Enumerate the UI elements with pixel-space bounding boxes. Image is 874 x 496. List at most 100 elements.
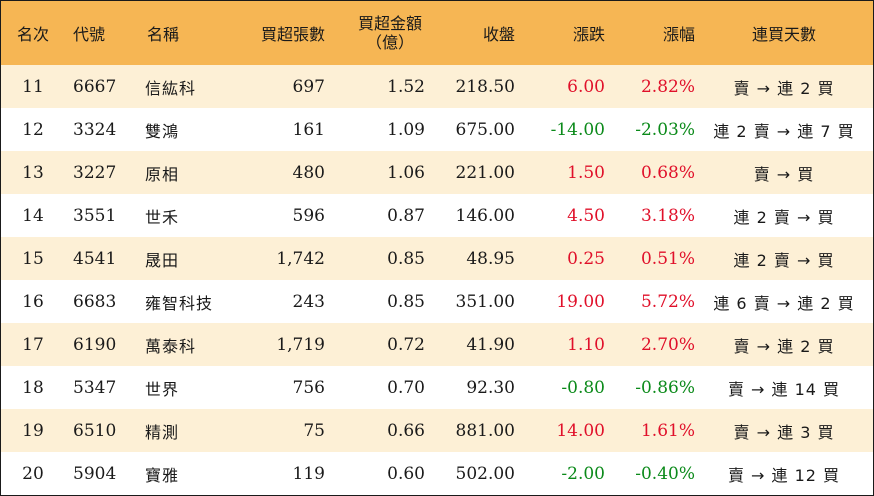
volume-cell: 480 [292, 162, 325, 183]
header-close: 收盤 [482, 25, 515, 44]
code-cell: 6667 [73, 76, 117, 97]
name-cell: 雙鴻 [145, 121, 180, 141]
amount-cell: 0.72 [387, 334, 425, 355]
pct-cell: 2.70% [640, 334, 695, 355]
rank-cell: 14 [22, 205, 44, 226]
close-cell: 92.30 [466, 377, 515, 398]
rank-cell: 18 [22, 377, 44, 398]
rank-cell: 11 [22, 76, 44, 97]
days-cell: 連 6 賣 → 連 2 買 [713, 293, 855, 313]
amount-cell: 0.70 [387, 377, 425, 398]
volume-cell: 596 [292, 205, 325, 226]
rank-cell: 12 [22, 119, 44, 140]
name-cell: 寶雅 [145, 465, 180, 485]
table-row: 17 6190 萬泰科 1,719 0.72 41.90 1.10 2.70% 賣 → 連 2 … [1, 323, 873, 366]
change-cell: 6.00 [567, 76, 605, 97]
volume-cell: 756 [292, 377, 325, 398]
change-cell: 1.10 [567, 334, 605, 355]
change-cell: 19.00 [556, 291, 605, 312]
header-pct: 漲幅 [662, 25, 695, 44]
volume-cell: 697 [292, 76, 325, 97]
rank-cell: 17 [22, 334, 44, 355]
name-cell: 萬泰科 [145, 336, 197, 356]
amount-cell: 1.06 [387, 162, 425, 183]
amount-cell: 0.87 [387, 205, 425, 226]
volume-cell: 1,742 [276, 248, 325, 269]
header-amount-line1: 買超金額 [357, 14, 422, 33]
amount-cell: 0.66 [387, 420, 425, 441]
name-cell: 雍智科技 [145, 293, 214, 313]
days-cell: 連 2 賣 → 買 [733, 207, 835, 227]
change-cell: -0.80 [561, 377, 605, 398]
days-cell: 賣 → 買 [753, 164, 815, 184]
volume-cell: 161 [292, 119, 325, 140]
name-cell: 世禾 [145, 207, 180, 227]
header-name: 名稱 [147, 25, 180, 44]
name-cell: 精測 [145, 422, 180, 442]
table-row: 20 5904 寶雅 119 0.60 502.00 -2.00 -0.40% 賣 → 連 12… [1, 452, 873, 495]
table-row: 13 3227 原相 480 1.06 221.00 1.50 0.68% 賣 → 買 [1, 151, 873, 194]
volume-cell: 243 [292, 291, 325, 312]
code-cell: 3324 [73, 119, 117, 140]
change-cell: 14.00 [556, 420, 605, 441]
pct-cell: -0.40% [635, 463, 695, 484]
days-cell: 賣 → 連 12 買 [727, 465, 841, 485]
rank-cell: 19 [22, 420, 44, 441]
table-row: 16 6683 雍智科技 243 0.85 351.00 19.00 5.72% 連 6 賣 →… [1, 280, 873, 323]
volume-cell: 1,719 [276, 334, 325, 355]
days-cell: 賣 → 連 3 買 [733, 422, 835, 442]
table-row: 15 4541 晟田 1,742 0.85 48.95 0.25 0.51% 連 2 賣 → 買 [1, 237, 873, 280]
table-header: 名次 代號 名稱 買超張數 買超金額 （億） 收盤 漲跌 漲幅 連買天數 [1, 1, 873, 65]
pct-cell: -2.03% [635, 119, 695, 140]
close-cell: 502.00 [455, 463, 515, 484]
rank-cell: 13 [22, 162, 44, 183]
header-amount: 買超金額 （億） [325, 1, 425, 65]
table-row: 19 6510 精測 75 0.66 881.00 14.00 1.61% 賣 → 連 3 買 [1, 409, 873, 452]
amount-cell: 0.85 [387, 291, 425, 312]
amount-cell: 1.09 [387, 119, 425, 140]
name-cell: 原相 [145, 164, 180, 184]
close-cell: 48.95 [466, 248, 515, 269]
close-cell: 881.00 [455, 420, 515, 441]
name-cell: 信紘科 [145, 78, 197, 98]
code-cell: 3551 [73, 205, 117, 226]
rank-cell: 16 [22, 291, 44, 312]
code-cell: 6683 [73, 291, 117, 312]
header-change: 漲跌 [572, 25, 605, 44]
days-cell: 賣 → 連 14 買 [727, 379, 841, 399]
change-cell: 4.50 [567, 205, 605, 226]
header-rank: 名次 [16, 25, 49, 44]
change-cell: 1.50 [567, 162, 605, 183]
pct-cell: 0.51% [640, 248, 695, 269]
days-cell: 連 2 賣 → 買 [733, 250, 835, 270]
pct-cell: -0.86% [635, 377, 695, 398]
table-row: 11 6667 信紘科 697 1.52 218.50 6.00 2.82% 賣 → 連 2 買 [1, 65, 873, 108]
days-cell: 賣 → 連 2 買 [733, 336, 835, 356]
rank-cell: 15 [22, 248, 44, 269]
change-cell: -14.00 [550, 119, 605, 140]
code-cell: 4541 [73, 248, 117, 269]
close-cell: 146.00 [455, 205, 515, 226]
close-cell: 218.50 [455, 76, 515, 97]
code-cell: 5904 [73, 463, 117, 484]
table-row: 12 3324 雙鴻 161 1.09 675.00 -14.00 -2.03% 連 2 賣 →… [1, 108, 873, 151]
code-cell: 3227 [73, 162, 117, 183]
close-cell: 41.90 [466, 334, 515, 355]
pct-cell: 5.72% [640, 291, 695, 312]
header-days: 連買天數 [751, 25, 816, 44]
header-code: 代號 [73, 25, 106, 44]
change-cell: 0.25 [567, 248, 605, 269]
code-cell: 6190 [73, 334, 117, 355]
table-row: 14 3551 世禾 596 0.87 146.00 4.50 3.18% 連 2 賣 → 買 [1, 194, 873, 237]
code-cell: 6510 [73, 420, 117, 441]
pct-cell: 1.61% [640, 420, 695, 441]
name-cell: 世界 [145, 379, 180, 399]
pct-cell: 0.68% [640, 162, 695, 183]
volume-cell: 75 [303, 420, 325, 441]
pct-cell: 2.82% [640, 76, 695, 97]
close-cell: 675.00 [455, 119, 515, 140]
change-cell: -2.00 [561, 463, 605, 484]
table-row: 18 5347 世界 756 0.70 92.30 -0.80 -0.86% 賣 → 連 14 … [1, 366, 873, 409]
code-cell: 5347 [73, 377, 117, 398]
